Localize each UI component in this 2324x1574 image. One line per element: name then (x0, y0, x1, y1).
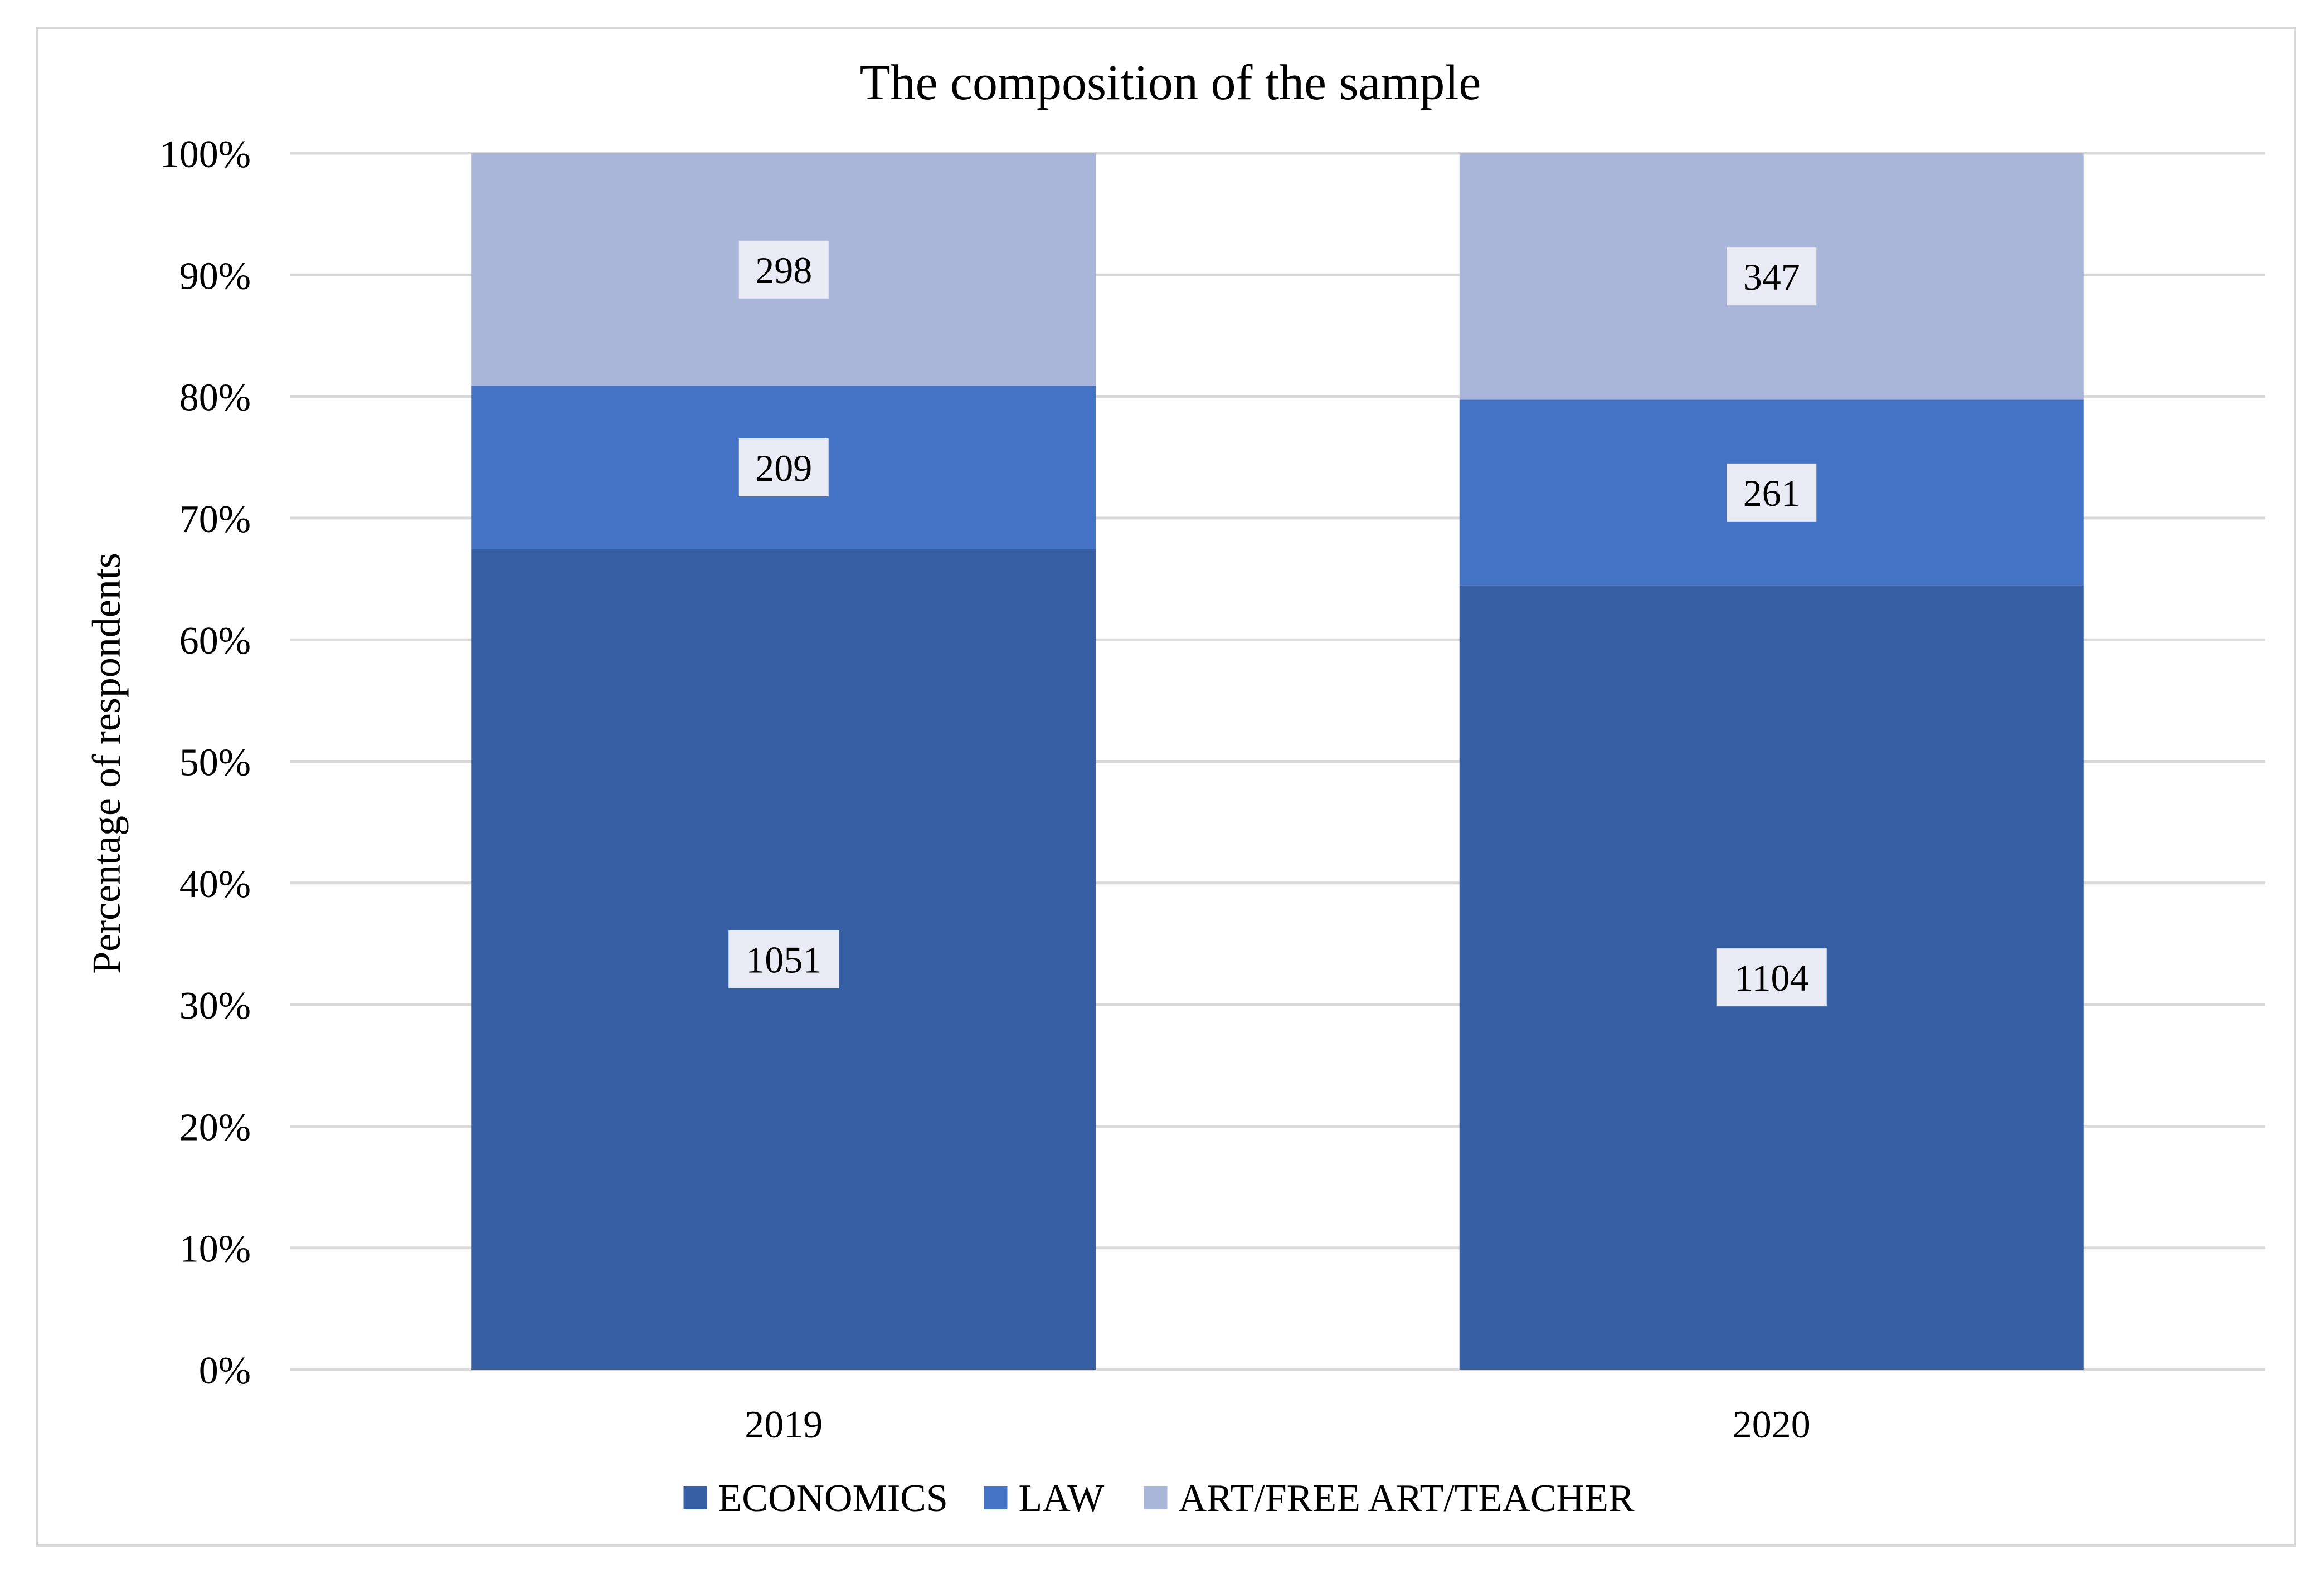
legend: ECONOMICS LAW ART/FREE ART/TEACHER (683, 1477, 1635, 1520)
legend-label: ECONOMICS (718, 1477, 948, 1520)
legend-swatch (984, 1486, 1008, 1509)
data-label: 1051 (746, 939, 821, 981)
y-tick-label: 0% (199, 1349, 251, 1392)
legend-item: LAW (984, 1477, 1105, 1520)
data-label: 1104 (1734, 957, 1808, 999)
data-label-background (728, 930, 839, 988)
y-tick-label: 90% (179, 255, 251, 298)
y-tick-label: 20% (179, 1106, 251, 1149)
data-label-background (738, 240, 829, 299)
y-tick-label: 50% (179, 742, 251, 784)
y-tick-label: 30% (179, 985, 251, 1027)
legend-swatch (683, 1486, 707, 1509)
data-label: 298 (755, 249, 812, 291)
legend-item: ART/FREE ART/TEACHER (1144, 1477, 1635, 1520)
y-axis-label: Percentage of respondents (84, 553, 129, 974)
data-label: 347 (1743, 256, 1800, 298)
y-tick-label: 100% (160, 133, 251, 176)
data-label-background (738, 438, 829, 496)
legend-swatch (1144, 1486, 1168, 1509)
x-axis-ticks: 2019 2020 (745, 1404, 1811, 1446)
legend-item: ECONOMICS (683, 1477, 948, 1520)
legend-label: ART/FREE ART/TEACHER (1179, 1477, 1635, 1520)
y-tick-label: 80% (179, 377, 251, 420)
y-tick-label: 40% (179, 863, 251, 906)
x-tick-label: 2020 (1733, 1404, 1811, 1446)
bars: 1051 209 298 1104 261 347 (471, 153, 2084, 1370)
y-axis-ticks: 0% 10% 20% 30% 40% 50% 60% 70% 80% 90% 100% (160, 133, 251, 1392)
y-tick-label: 60% (179, 620, 251, 662)
data-label-background (1727, 463, 1817, 522)
chart-title: The composition of the sample (860, 55, 1481, 110)
data-label: 209 (755, 447, 812, 489)
y-tick-label: 10% (179, 1228, 251, 1271)
data-label-background (1716, 948, 1827, 1007)
data-label: 261 (1743, 472, 1800, 514)
y-tick-label: 70% (179, 498, 251, 541)
legend-label: LAW (1019, 1477, 1105, 1520)
x-tick-label: 2019 (745, 1404, 823, 1446)
data-label-background (1727, 247, 1817, 306)
